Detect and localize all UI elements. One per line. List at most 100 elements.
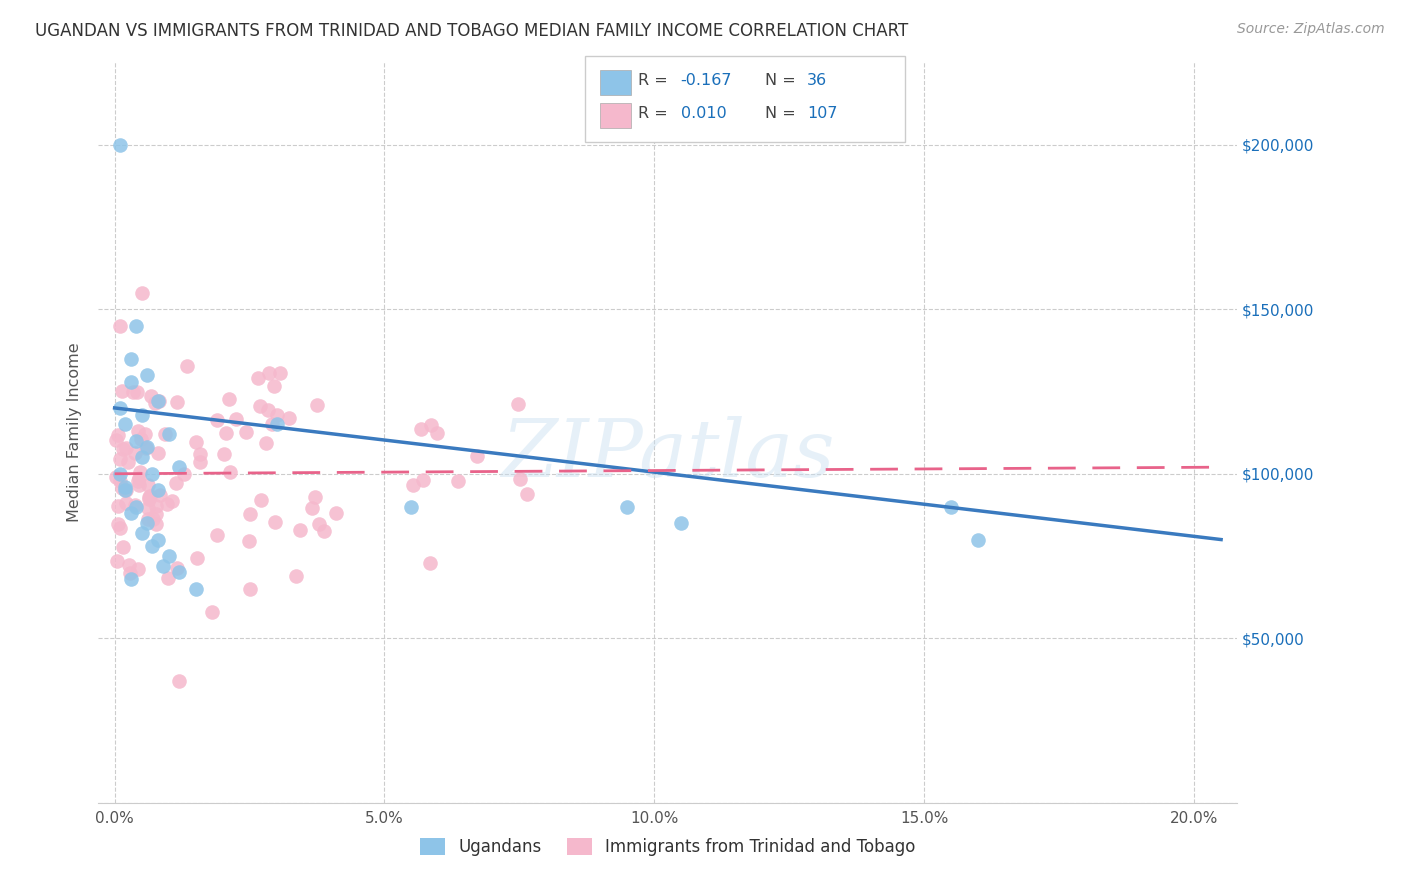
Point — [165, 476, 187, 491]
Point — [304, 490, 326, 504]
Point — [285, 569, 308, 583]
Point — [186, 550, 208, 565]
Point — [129, 432, 152, 446]
Point — [138, 490, 160, 504]
Point — [218, 392, 240, 407]
Point — [120, 375, 142, 389]
Point — [142, 512, 165, 526]
Point — [120, 506, 142, 520]
Text: 36: 36 — [807, 73, 827, 87]
Point — [249, 493, 271, 508]
Point — [127, 425, 149, 439]
Point — [136, 501, 159, 516]
Text: R =: R = — [638, 106, 673, 120]
Text: UGANDAN VS IMMIGRANTS FROM TRINIDAD AND TOBAGO MEDIAN FAMILY INCOME CORRELATION : UGANDAN VS IMMIGRANTS FROM TRINIDAD AND … — [35, 22, 908, 40]
Point — [114, 417, 136, 432]
Point — [188, 455, 211, 469]
Y-axis label: Median Family Income: Median Family Income — [67, 343, 83, 523]
Point — [110, 451, 132, 466]
Point — [308, 517, 330, 532]
Point — [290, 523, 312, 537]
Point — [136, 441, 159, 455]
Point — [184, 435, 207, 450]
Point — [207, 413, 229, 427]
Point — [146, 394, 169, 409]
Point — [107, 516, 129, 531]
Legend: Ugandans, Immigrants from Trinidad and Tobago: Ugandans, Immigrants from Trinidad and T… — [412, 830, 924, 865]
Point — [131, 285, 153, 300]
Point — [105, 554, 128, 568]
Point — [201, 605, 224, 619]
Point — [120, 572, 142, 586]
Point — [314, 524, 336, 539]
Point — [108, 467, 131, 481]
Point — [149, 488, 172, 502]
Point — [118, 566, 141, 580]
Point — [125, 434, 148, 448]
Point — [412, 473, 434, 487]
Point — [128, 478, 150, 492]
Point — [215, 425, 238, 440]
Point — [114, 483, 136, 498]
Point — [105, 469, 128, 483]
Point — [141, 539, 163, 553]
Point — [128, 471, 150, 485]
Point — [173, 467, 195, 481]
Point — [260, 417, 283, 432]
Text: 0.010: 0.010 — [681, 106, 727, 120]
Point — [176, 359, 198, 373]
Point — [114, 480, 136, 494]
Point — [426, 426, 449, 441]
Point — [111, 481, 134, 495]
Point — [238, 533, 260, 548]
Point — [118, 558, 141, 573]
Point — [157, 427, 180, 442]
Point — [269, 366, 291, 380]
Point — [141, 467, 163, 481]
Point — [125, 384, 148, 399]
Point — [117, 455, 139, 469]
Point — [145, 396, 167, 410]
Text: N =: N = — [765, 73, 801, 87]
Point — [108, 319, 131, 334]
Point — [146, 446, 169, 460]
Point — [238, 582, 260, 596]
Point — [249, 399, 271, 413]
Point — [156, 497, 179, 511]
Point — [120, 351, 142, 366]
Point — [409, 422, 432, 436]
Point — [266, 417, 288, 432]
Point — [263, 379, 285, 393]
Point — [169, 460, 191, 475]
Point — [125, 500, 148, 514]
Point — [115, 483, 138, 498]
Point — [111, 442, 134, 456]
Point — [108, 137, 131, 152]
Point — [145, 499, 167, 513]
Point — [145, 507, 167, 521]
Point — [218, 465, 240, 479]
Point — [122, 384, 145, 399]
Point — [136, 516, 159, 530]
Point — [184, 582, 207, 596]
Point — [247, 370, 270, 384]
Point — [134, 426, 156, 441]
Point — [124, 498, 146, 512]
Point — [153, 427, 176, 442]
Point — [941, 500, 963, 514]
Point — [305, 398, 328, 412]
Point — [157, 571, 180, 585]
Text: R =: R = — [638, 73, 673, 87]
Point — [138, 491, 160, 506]
Point — [616, 500, 638, 514]
Point — [509, 472, 531, 486]
Point — [127, 474, 149, 488]
Point — [148, 394, 170, 409]
Point — [136, 477, 159, 491]
Text: Source: ZipAtlas.com: Source: ZipAtlas.com — [1237, 22, 1385, 37]
Point — [254, 435, 277, 450]
Point — [135, 441, 157, 455]
Point — [115, 496, 138, 510]
Point — [138, 489, 160, 503]
Point — [131, 526, 153, 541]
